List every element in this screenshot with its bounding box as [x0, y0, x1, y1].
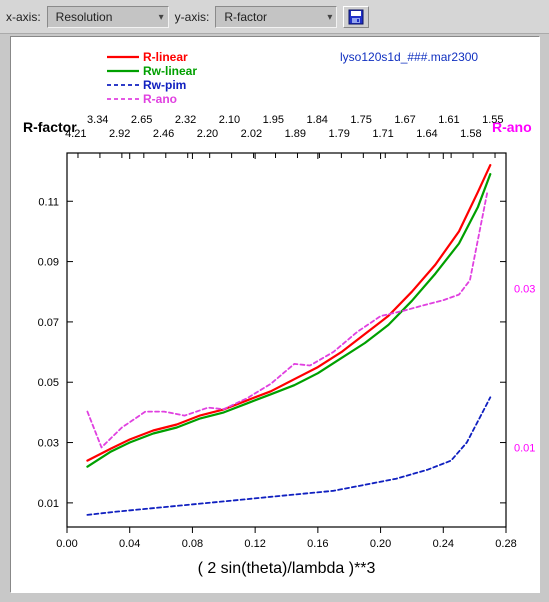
top-axis-upper: 2.65 [131, 114, 152, 126]
chevron-down-icon: ▾ [321, 12, 332, 23]
toolbar: x-axis: Resolution ▾ y-axis: R-factor ▾ [0, 0, 549, 34]
chevron-down-icon: ▾ [153, 12, 164, 23]
top-axis-lower: 2.46 [153, 128, 174, 140]
top-axis-lower: 1.89 [285, 128, 306, 140]
x-tick: 0.24 [433, 538, 454, 550]
y-left-tick: 0.07 [38, 317, 59, 329]
top-axis-lower: 1.71 [372, 128, 393, 140]
x-tick: 0.20 [370, 538, 391, 550]
y-axis-combo[interactable]: R-factor ▾ [215, 6, 337, 28]
chart-svg: R-linearRw-linearRw-pimR-ano lyso120s1d_#… [11, 37, 540, 593]
x-tick: 0.00 [56, 538, 77, 550]
top-axis-lower: 2.92 [109, 128, 130, 140]
top-axis-upper: 2.32 [175, 114, 196, 126]
top-axis-upper: 1.84 [307, 114, 328, 126]
legend-label: R-linear [143, 50, 188, 64]
y-left-tick: 0.11 [38, 196, 59, 208]
top-axis-upper: 2.10 [219, 114, 240, 126]
top-axis-upper: 1.61 [438, 114, 459, 126]
top-axis-lower: 2.02 [241, 128, 262, 140]
save-button[interactable] [343, 6, 369, 28]
top-axis-lower: 2.20 [197, 128, 218, 140]
y-left-tick: 0.09 [38, 257, 59, 269]
top-axis-upper: 1.55 [482, 114, 503, 126]
x-tick: 0.28 [495, 538, 516, 550]
y-right-tick: 0.01 [514, 442, 535, 454]
x-title: ( 2 sin(theta)/lambda )**3 [198, 560, 376, 577]
x-axis-value: Resolution [56, 10, 113, 24]
y-left-tick: 0.01 [38, 498, 59, 510]
top-axis-lower: 4.21 [65, 128, 86, 140]
legend-label: Rw-linear [143, 64, 197, 78]
plot-area: R-linearRw-linearRw-pimR-ano lyso120s1d_#… [10, 36, 539, 592]
top-axis-lower: 1.64 [416, 128, 437, 140]
legend-label: Rw-pim [143, 78, 186, 92]
y-left-tick: 0.05 [38, 377, 59, 389]
file-label: lyso120s1d_###.mar2300 [340, 50, 478, 64]
top-axis-upper: 3.34 [87, 114, 108, 126]
x-tick: 0.12 [244, 538, 265, 550]
top-axis-lower: 1.58 [460, 128, 481, 140]
x-tick: 0.08 [182, 538, 203, 550]
x-axis-label: x-axis: [6, 10, 41, 24]
y-left-tick: 0.03 [38, 438, 59, 450]
y-right-tick: 0.03 [514, 283, 535, 295]
x-tick: 0.16 [307, 538, 328, 550]
top-axis-upper: 1.67 [394, 114, 415, 126]
y-axis-label: y-axis: [175, 10, 210, 24]
x-axis-combo[interactable]: Resolution ▾ [47, 6, 169, 28]
top-axis-upper: 1.95 [263, 114, 284, 126]
top-axis-lower: 1.79 [328, 128, 349, 140]
legend-label: R-ano [143, 92, 177, 106]
top-axis-upper: 1.75 [350, 114, 371, 126]
x-tick: 0.04 [119, 538, 140, 550]
save-disk-icon [348, 9, 364, 25]
y-axis-value: R-factor [224, 10, 267, 24]
